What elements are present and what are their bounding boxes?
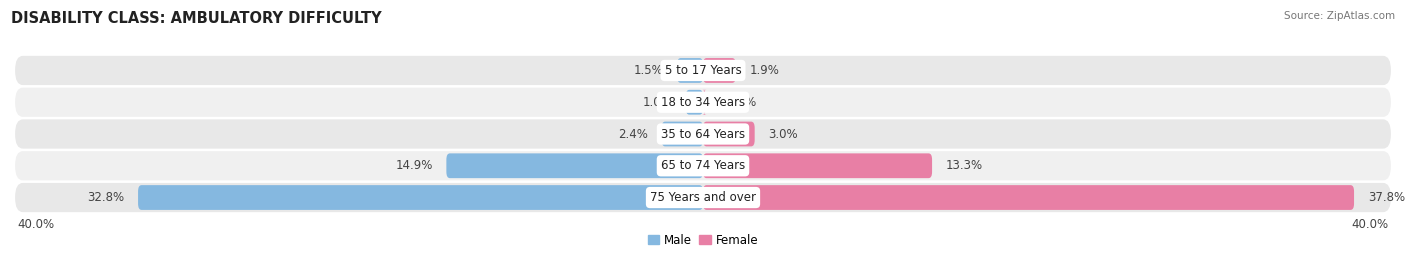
Text: 18 to 34 Years: 18 to 34 Years — [661, 96, 745, 109]
Text: 35 to 64 Years: 35 to 64 Years — [661, 128, 745, 140]
FancyBboxPatch shape — [446, 153, 703, 178]
Text: DISABILITY CLASS: AMBULATORY DIFFICULTY: DISABILITY CLASS: AMBULATORY DIFFICULTY — [11, 11, 382, 26]
FancyBboxPatch shape — [138, 185, 703, 210]
FancyBboxPatch shape — [703, 58, 735, 83]
Text: 3.0%: 3.0% — [769, 128, 799, 140]
Text: 13.3%: 13.3% — [946, 159, 983, 172]
Legend: Male, Female: Male, Female — [643, 229, 763, 252]
FancyBboxPatch shape — [703, 122, 755, 146]
Text: 40.0%: 40.0% — [1351, 218, 1389, 231]
FancyBboxPatch shape — [686, 90, 703, 115]
Text: 75 Years and over: 75 Years and over — [650, 191, 756, 204]
FancyBboxPatch shape — [678, 58, 703, 83]
Text: Source: ZipAtlas.com: Source: ZipAtlas.com — [1284, 11, 1395, 21]
Text: 32.8%: 32.8% — [87, 191, 124, 204]
FancyBboxPatch shape — [15, 183, 1391, 212]
FancyBboxPatch shape — [15, 56, 1391, 85]
FancyBboxPatch shape — [703, 153, 932, 178]
Text: 5 to 17 Years: 5 to 17 Years — [665, 64, 741, 77]
FancyBboxPatch shape — [703, 90, 706, 115]
Text: 40.0%: 40.0% — [17, 218, 55, 231]
Text: 1.5%: 1.5% — [634, 64, 664, 77]
FancyBboxPatch shape — [15, 119, 1391, 149]
FancyBboxPatch shape — [15, 88, 1391, 117]
Text: 1.9%: 1.9% — [749, 64, 779, 77]
FancyBboxPatch shape — [662, 122, 703, 146]
Text: 1.0%: 1.0% — [643, 96, 672, 109]
Text: 14.9%: 14.9% — [395, 159, 433, 172]
Text: 37.8%: 37.8% — [1368, 191, 1405, 204]
FancyBboxPatch shape — [15, 151, 1391, 180]
Text: 2.4%: 2.4% — [619, 128, 648, 140]
Text: 0.16%: 0.16% — [720, 96, 756, 109]
FancyBboxPatch shape — [703, 185, 1354, 210]
Text: 65 to 74 Years: 65 to 74 Years — [661, 159, 745, 172]
